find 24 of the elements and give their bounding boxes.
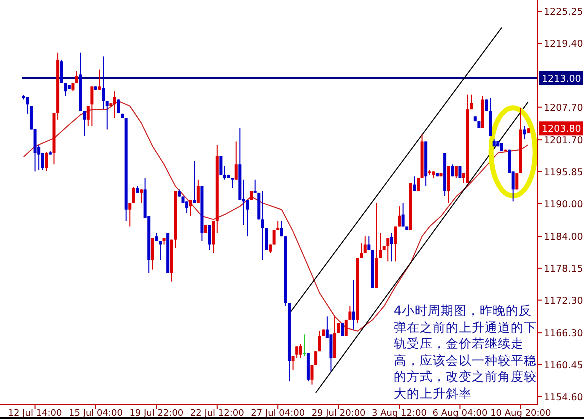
x-tick-label: 6 Aug 04:00 <box>432 409 488 419</box>
y-tick-label: 1195.85 <box>544 167 584 178</box>
text: 1203.80 <box>542 124 582 136</box>
y-tick-label: 1166.30 <box>544 328 584 340</box>
y-tick-label: 1154.60 <box>544 392 584 404</box>
x-tick-label: 12 Jul 14:00 <box>8 409 63 419</box>
x-tick-label: 15 Jul 04:00 <box>68 409 124 419</box>
x-tick-label: 22 Jul 12:00 <box>190 409 245 419</box>
y-tick-label: 1225.25 <box>544 7 584 18</box>
y-tick-label: 1160.45 <box>544 360 584 372</box>
y-tick-label: 1178.15 <box>544 264 584 275</box>
x-tick-label: 19 Jul 22:00 <box>130 409 184 419</box>
y-tick-label: 1190.00 <box>544 199 584 210</box>
y-tick-label: 1207.70 <box>544 102 584 114</box>
x-tick-label: 27 Jul 04:00 <box>251 409 306 419</box>
y-tick-label: 1184.00 <box>544 232 584 244</box>
annotation: 4小时周期图，昨晚的反弹在之前的上升通道的下轨受压，金价若继续走高，应该会以一种较平稳的方式，改变之前角度较大的上升斜率 <box>394 303 538 402</box>
ref-line-label: 1213.00 <box>542 74 582 85</box>
y-tick-label: 1172.30 <box>544 296 584 307</box>
x-tick-label: 29 Jul 20:00 <box>312 409 366 419</box>
x-tick-label: 3 Aug 12:00 <box>372 409 428 419</box>
y-tick-label: 1219.40 <box>544 39 584 50</box>
x-tick-label: 10 Aug 20:00 <box>490 409 552 419</box>
y-tick-label: 1201.70 <box>544 136 584 147</box>
